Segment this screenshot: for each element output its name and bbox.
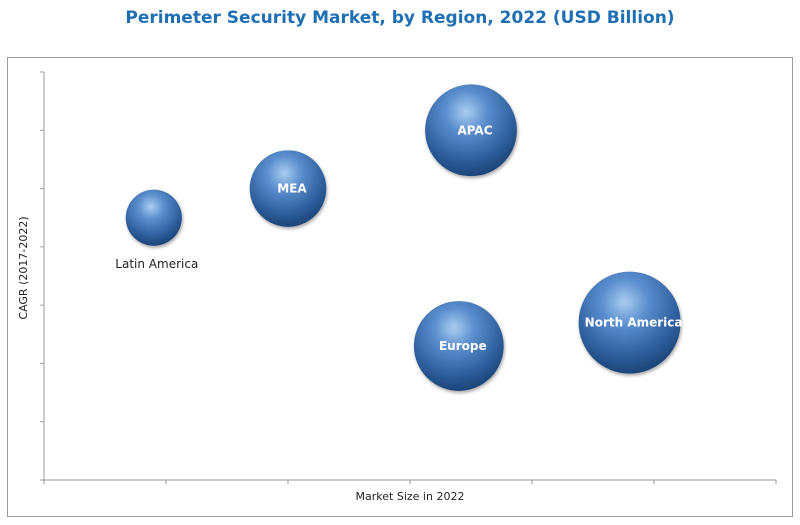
chart-frame [7,57,793,517]
bubble-circle [125,189,182,246]
x-axis-title: Market Size in 2022 [356,490,465,503]
bubble-circle [578,271,681,374]
bubble-mea: MEA [249,150,327,227]
bubble-circle [249,150,327,227]
x-ticks [43,480,777,484]
bubble-label: APAC [457,123,492,137]
bubble-circle [413,301,504,391]
bubble-label: Latin America [115,257,198,271]
bubble-label: Europe [439,339,487,353]
y-ticks [40,71,44,481]
axes [40,71,777,484]
bubble-latin-america: Latin America [115,189,198,271]
chart-title: Perimeter Security Market, by Region, 20… [125,8,675,28]
bubble-north-america: North America [578,271,683,374]
bubble-apac: APAC [425,84,517,177]
bubble-label: North America [585,316,683,330]
bubbles: Latin America MEA APAC Europe North America [115,84,683,391]
y-axis-title: CAGR (2017-2022) [17,216,30,319]
bubble-europe: Europe [413,301,504,391]
bubble-label: MEA [277,182,307,196]
bubble-circle [425,84,517,177]
